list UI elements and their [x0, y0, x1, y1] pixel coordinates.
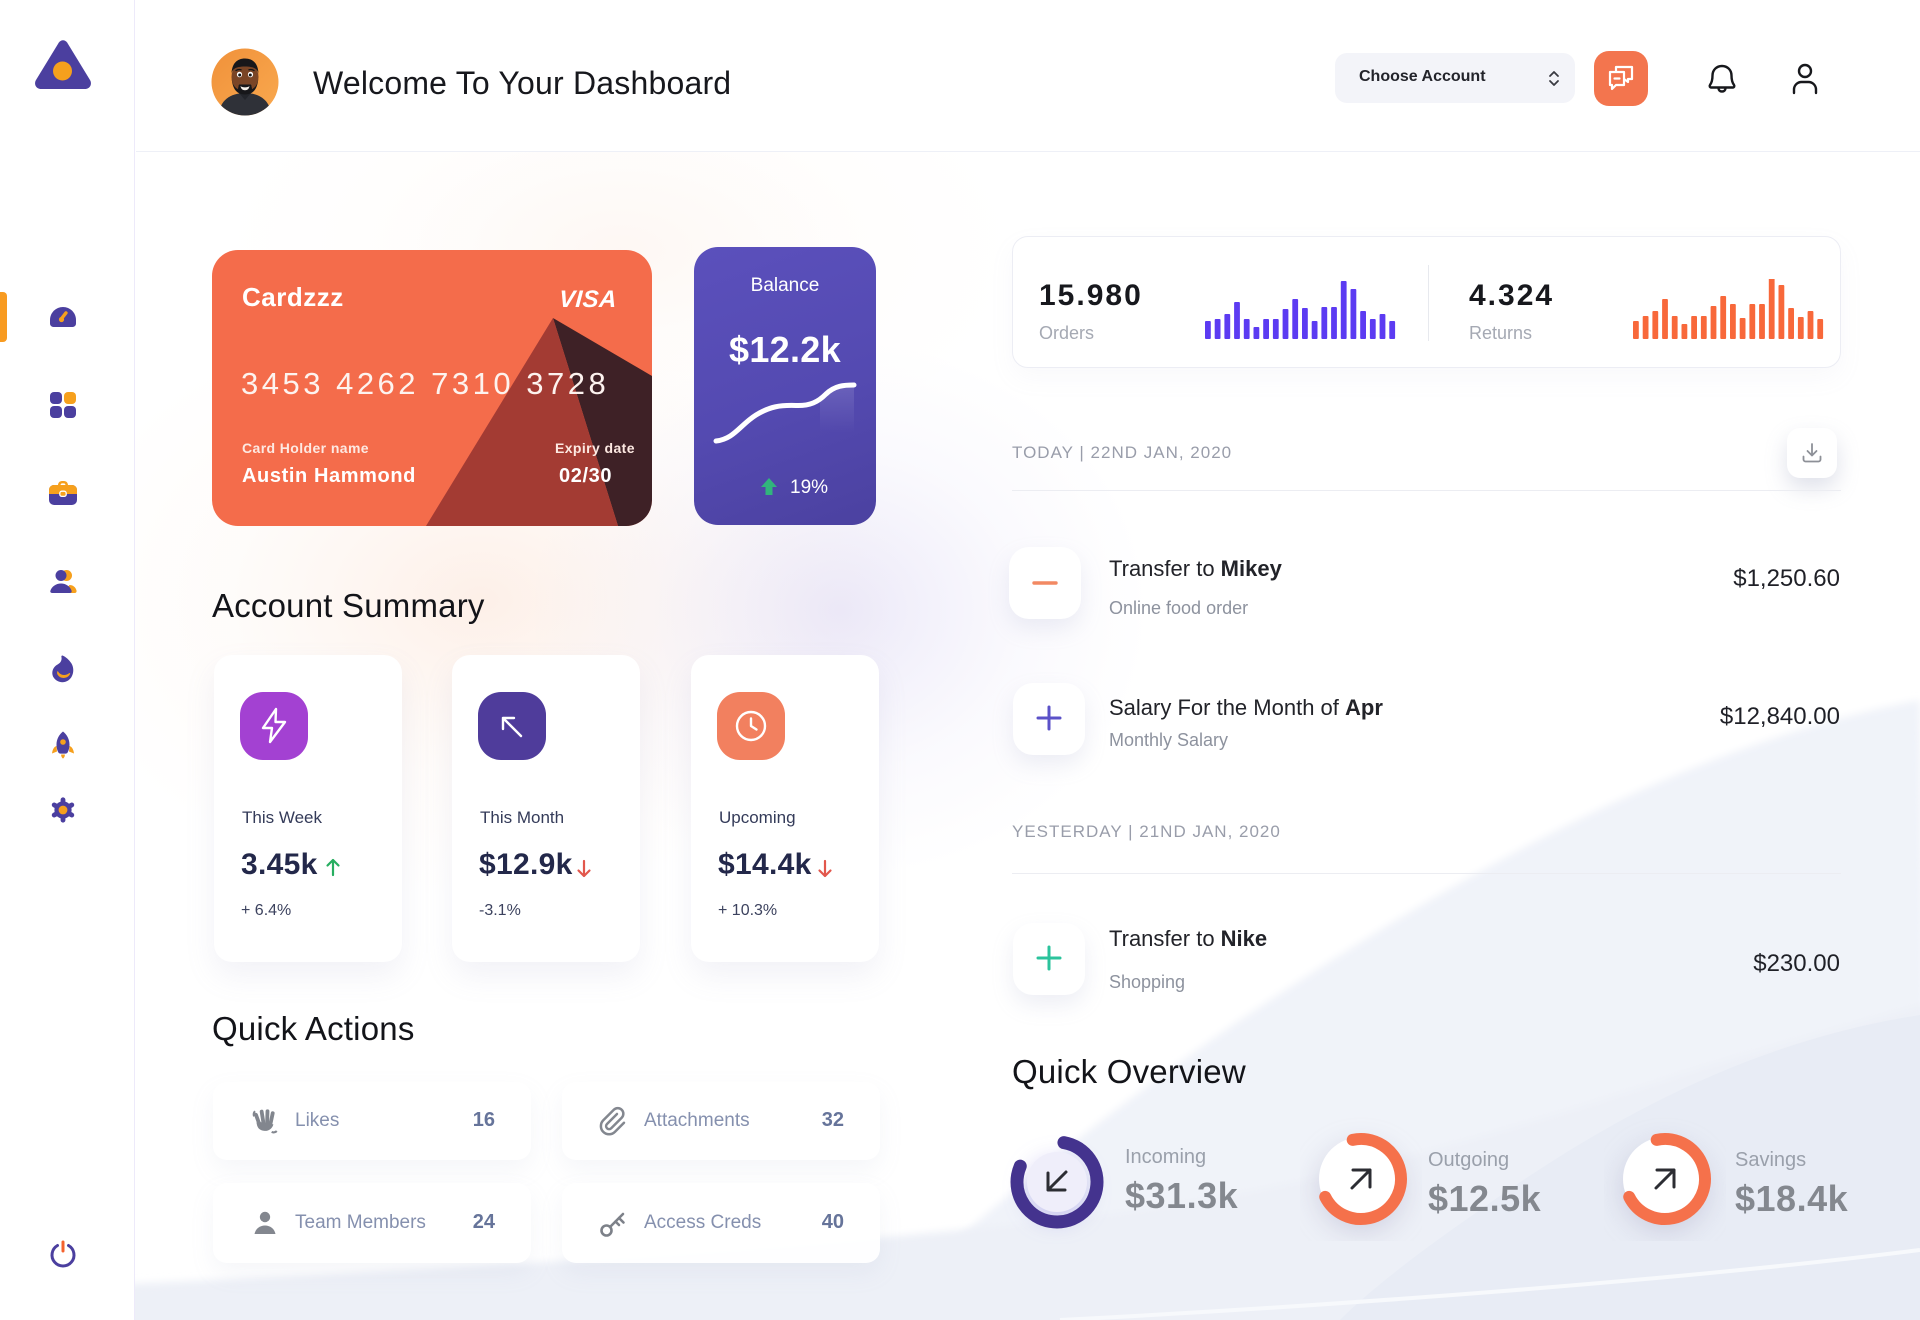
svg-text:VISA: VISA: [558, 286, 618, 313]
